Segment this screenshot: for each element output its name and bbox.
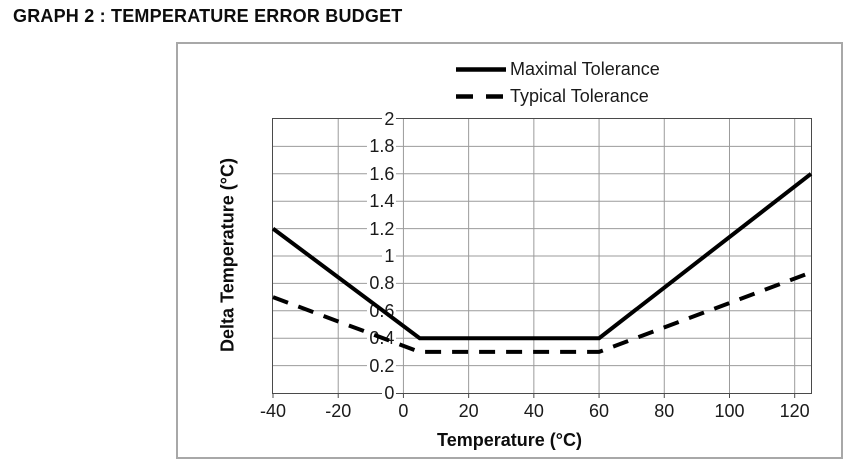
series-layer	[271, 172, 813, 354]
chart-legend: Maximal Tolerance Typical Tolerance	[456, 56, 660, 110]
series-line-typical-tolerance	[272, 270, 812, 354]
x-tick-label: 40	[523, 401, 544, 421]
x-tick-label: 0	[398, 401, 409, 421]
y-tick-label: 1.6	[367, 163, 397, 184]
y-tick-label: 2	[382, 109, 397, 129]
legend-dashed-line-icon	[456, 94, 506, 99]
x-tick-label: 120	[779, 401, 810, 421]
y-tick-label: 0	[382, 383, 397, 403]
legend-solid-line-icon	[456, 67, 506, 72]
x-axis-title: Temperature (°C)	[437, 430, 582, 450]
legend-item: Maximal Tolerance	[456, 56, 660, 83]
x-tick-label: 80	[654, 401, 675, 421]
y-tick-label: 1	[382, 246, 397, 266]
legend-label: Maximal Tolerance	[510, 59, 660, 79]
chart-figure: Maximal Tolerance Typical Tolerance Delta…	[176, 42, 843, 459]
y-tick-label: 1.4	[367, 191, 397, 212]
legend-item: Typical Tolerance	[456, 83, 660, 110]
x-tick-label: 60	[589, 401, 610, 421]
x-tick-label: 100	[714, 401, 745, 421]
y-tick-label: 0.2	[367, 355, 397, 376]
plot-area: 0 0.2 0.4 0.6 0.8 1 1.2 1.4 1.6 1.8 2 -40 -20 0 20 40 60…	[260, 109, 813, 421]
x-tick-label: -40	[259, 401, 287, 421]
y-axis-title: Delta Temperature (°C)	[217, 158, 238, 352]
y-tick-label: 1.8	[367, 136, 397, 157]
legend-label: Typical Tolerance	[510, 86, 649, 106]
graph-title: GRAPH 2 : TEMPERATURE ERROR BUDGET	[13, 6, 403, 26]
series-line-maximal-tolerance	[271, 172, 813, 341]
y-tick-label: 1.2	[367, 218, 397, 239]
x-tick-label: -20	[325, 401, 352, 421]
y-tick-label: 0.8	[367, 273, 397, 294]
x-tick-label: 20	[458, 401, 479, 421]
